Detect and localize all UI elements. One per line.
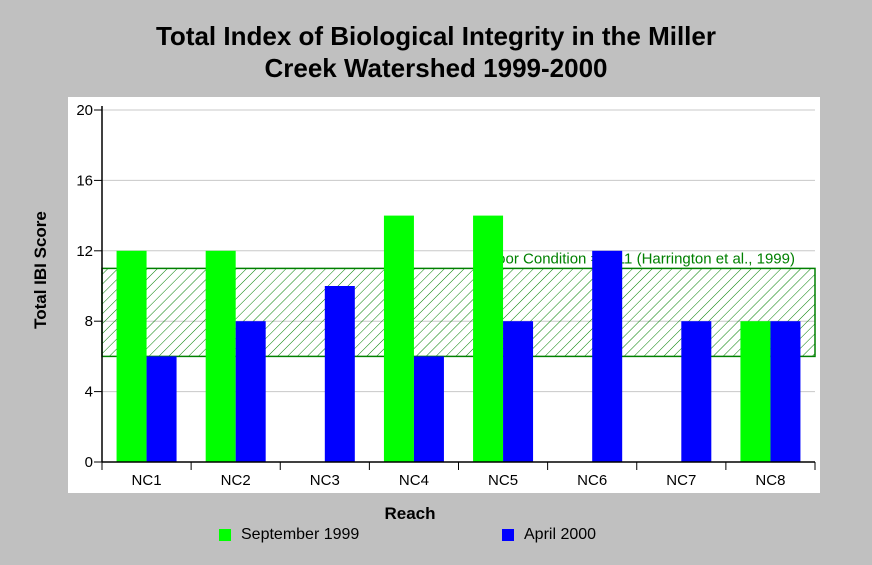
legend-item-april-2000: April 2000 — [502, 526, 596, 544]
bar-september-1999-nc8 — [740, 321, 771, 462]
y-tick-label: 20 — [76, 102, 93, 119]
y-axis-label: Total IBI Score — [31, 211, 50, 329]
x-tick-label: NC1 — [132, 472, 162, 489]
x-tick-label: NC3 — [310, 472, 340, 489]
bar-april-2000-nc4 — [413, 356, 444, 462]
bar-september-1999-nc2 — [205, 250, 236, 462]
y-tick-label: 12 — [76, 243, 93, 260]
bar-april-2000-nc8 — [770, 321, 801, 462]
x-tick-label: NC4 — [399, 472, 429, 489]
y-tick-label: 0 — [85, 454, 93, 471]
chart-title-line-1: Total Index of Biological Integrity in t… — [155, 21, 716, 51]
bar-april-2000-nc1 — [146, 356, 177, 462]
legend-swatch-april-2000 — [502, 529, 514, 541]
legend-label-september-1999: September 1999 — [241, 526, 360, 543]
x-tick-label: NC7 — [666, 472, 696, 489]
x-axis-label: Reach — [384, 504, 436, 523]
bar-april-2000-nc5 — [503, 321, 534, 462]
bar-september-1999-nc5 — [473, 215, 504, 462]
bar-september-1999-nc1 — [116, 250, 147, 462]
chart-title: Total Index of Biological Integrity in t… — [0, 20, 872, 84]
bar-april-2000-nc2 — [235, 321, 266, 462]
bar-september-1999-nc4 — [383, 215, 414, 462]
x-tick-label: NC6 — [577, 472, 607, 489]
x-tick-label: NC5 — [488, 472, 518, 489]
bar-april-2000-nc3 — [324, 286, 355, 462]
x-tick-label: NC8 — [755, 472, 785, 489]
x-tick-label: NC2 — [221, 472, 251, 489]
bar-april-2000-nc6 — [592, 250, 623, 462]
legend-label-april-2000: April 2000 — [524, 526, 597, 543]
legend-item-september-1999: September 1999 — [219, 526, 359, 544]
legend-swatch-september-1999 — [219, 529, 231, 541]
y-tick-label: 16 — [76, 172, 93, 189]
bar-april-2000-nc7 — [681, 321, 712, 462]
chart-title-line-2: Creek Watershed 1999-2000 — [264, 53, 608, 83]
y-tick-label: 4 — [85, 384, 93, 401]
poor-condition-band-label: Poor Condition = 6-11 (Harrington et al.… — [487, 250, 795, 267]
y-tick-label: 8 — [85, 313, 93, 330]
